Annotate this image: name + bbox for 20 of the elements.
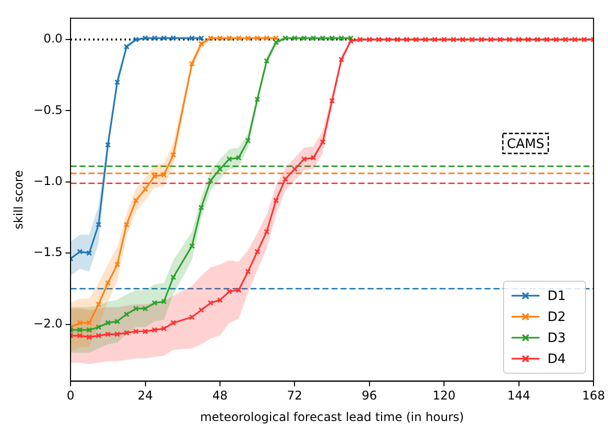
x-tick-label: 48 — [212, 388, 228, 403]
legend-label: D2 — [548, 310, 566, 326]
legend-label: D4 — [548, 352, 566, 368]
y-tick-label: −1.5 — [33, 245, 63, 260]
y-tick-label: −1.0 — [33, 174, 63, 188]
y-tick-label: 0.0 — [43, 32, 63, 46]
x-tick-label: 168 — [582, 388, 605, 403]
annotation: CAMS — [506, 136, 544, 152]
y-tick-label: −0.5 — [33, 102, 63, 117]
y-axis-title: skill score — [11, 170, 26, 230]
x-tick-label: 24 — [138, 388, 153, 403]
x-tick-label: 144 — [507, 388, 530, 403]
legend-label: D3 — [548, 331, 566, 346]
x-tick-label: 0 — [66, 388, 74, 403]
x-tick-label: 96 — [362, 388, 378, 403]
legend-label: D1 — [548, 289, 566, 304]
y-tick-label: −2.0 — [33, 316, 63, 330]
x-tick-label: 120 — [432, 388, 456, 403]
x-axis-title: meteorological forecast lead time (in hours) — [200, 410, 464, 424]
x-tick-label: 72 — [287, 388, 302, 403]
